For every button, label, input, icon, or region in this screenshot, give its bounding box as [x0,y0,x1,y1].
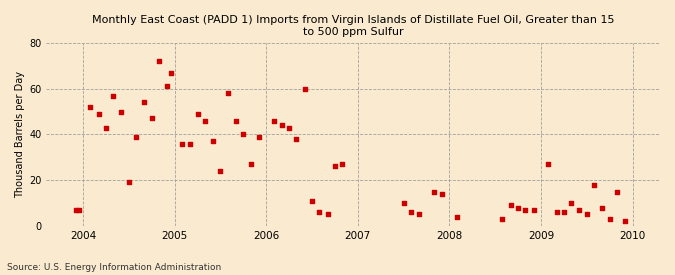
Point [306,199,317,203]
Point [268,119,279,123]
Point [185,141,196,146]
Point [414,212,425,217]
Point [337,162,348,166]
Point [154,59,165,64]
Point [589,183,599,187]
Point [520,208,531,212]
Point [192,112,203,116]
Point [581,212,592,217]
Point [245,162,256,166]
Point [74,208,85,212]
Point [437,192,448,196]
Point [93,112,104,116]
Point [146,116,157,121]
Point [238,132,248,137]
Point [612,189,622,194]
Y-axis label: Thousand Barrels per Day: Thousand Barrels per Day [15,71,25,198]
Point [406,210,416,214]
Point [215,169,226,173]
Point [231,119,242,123]
Point [398,201,409,205]
Point [329,164,340,169]
Point [85,105,96,109]
Point [314,210,325,214]
Point [597,205,608,210]
Point [529,208,539,212]
Point [222,91,233,95]
Text: Source: U.S. Energy Information Administration: Source: U.S. Energy Information Administ… [7,263,221,272]
Title: Monthly East Coast (PADD 1) Imports from Virgin Islands of Distillate Fuel Oil, : Monthly East Coast (PADD 1) Imports from… [92,15,614,37]
Point [620,219,630,224]
Point [284,125,294,130]
Point [177,141,188,146]
Point [506,203,516,208]
Point [162,84,173,89]
Point [512,205,523,210]
Point [116,109,127,114]
Point [124,180,134,185]
Point [101,125,111,130]
Point [276,123,287,128]
Point [604,217,615,221]
Point [566,201,576,205]
Point [574,208,585,212]
Point [299,86,310,91]
Point [322,212,333,217]
Point [131,134,142,139]
Point [208,139,219,144]
Point [70,208,81,212]
Point [452,214,462,219]
Point [199,119,210,123]
Point [551,210,562,214]
Point [497,217,508,221]
Point [543,162,554,166]
Point [558,210,569,214]
Point [254,134,265,139]
Point [165,70,176,75]
Point [429,189,439,194]
Point [291,137,302,141]
Point [139,100,150,104]
Point [108,93,119,98]
